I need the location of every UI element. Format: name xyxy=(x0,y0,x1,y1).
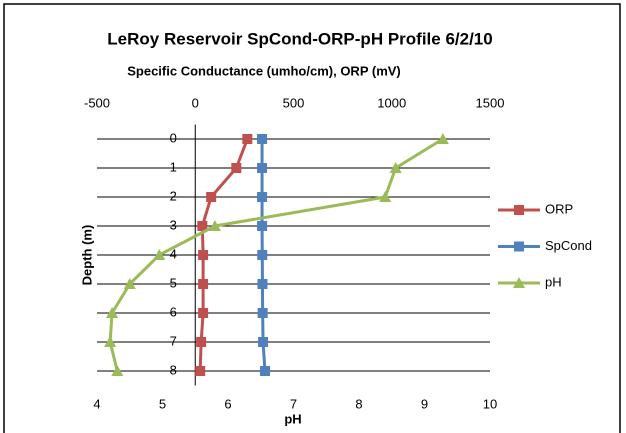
data-point xyxy=(258,337,269,347)
data-point xyxy=(257,250,268,260)
x2-tick-label: 6 xyxy=(224,396,231,411)
data-point xyxy=(153,249,166,260)
data-point xyxy=(260,366,271,376)
legend-marker xyxy=(513,277,525,288)
data-point xyxy=(379,191,392,202)
x2-tick-label: 7 xyxy=(290,396,297,411)
x2-tick-label: 10 xyxy=(483,396,497,411)
data-point xyxy=(208,220,221,231)
y-axis-title: Depth (m) xyxy=(79,225,94,286)
x2-tick-label: 9 xyxy=(421,396,428,411)
legend-label: pH xyxy=(545,274,562,289)
y-tick-label: 8 xyxy=(170,362,177,377)
data-point xyxy=(257,134,268,144)
data-point xyxy=(436,133,449,144)
y-tick-label: 3 xyxy=(170,217,177,232)
x-tick-label: 1000 xyxy=(377,95,406,110)
y-tick-label: 1 xyxy=(170,159,177,174)
y-tick-label: 4 xyxy=(170,246,177,261)
y-tick-label: 6 xyxy=(170,304,177,319)
x2-tick-label: 4 xyxy=(93,396,100,411)
data-point xyxy=(389,162,402,173)
y-tick-label: 0 xyxy=(170,130,177,145)
data-point xyxy=(111,365,124,376)
data-point xyxy=(257,163,268,173)
y-tick-label: 2 xyxy=(170,188,177,203)
data-point xyxy=(195,366,206,376)
data-point xyxy=(123,278,136,289)
x2-axis-title: pH xyxy=(284,411,301,426)
data-point xyxy=(197,221,208,231)
chart-title: LeRoy Reservoir SpCond-ORP-pH Profile 6/… xyxy=(107,29,492,48)
data-point xyxy=(196,337,207,347)
data-point xyxy=(198,279,209,289)
data-point xyxy=(257,279,268,289)
data-point xyxy=(104,336,117,347)
x2-tick-label: 8 xyxy=(355,396,362,411)
x-tick-label: -500 xyxy=(84,95,110,110)
x-axis-title: Specific Conductance (umho/cm), ORP (mV) xyxy=(127,63,401,78)
x-tick-label: 0 xyxy=(192,95,199,110)
legend-label: SpCond xyxy=(545,238,592,253)
y-tick-label: 5 xyxy=(170,275,177,290)
x-tick-label: 1500 xyxy=(476,95,505,110)
legend-label: ORP xyxy=(545,201,573,216)
y-tick-label: 7 xyxy=(170,333,177,348)
data-point xyxy=(231,163,242,173)
legend-marker xyxy=(514,205,524,215)
chart-frame xyxy=(3,3,621,433)
x-tick-label: 500 xyxy=(283,95,305,110)
data-point xyxy=(106,307,119,318)
data-point xyxy=(242,134,253,144)
data-point xyxy=(206,192,217,202)
data-point xyxy=(198,250,209,260)
data-point xyxy=(257,221,268,231)
data-point xyxy=(257,192,268,202)
data-point xyxy=(257,308,268,318)
data-point xyxy=(198,308,209,318)
x2-tick-label: 5 xyxy=(159,396,166,411)
legend-marker xyxy=(514,241,524,252)
